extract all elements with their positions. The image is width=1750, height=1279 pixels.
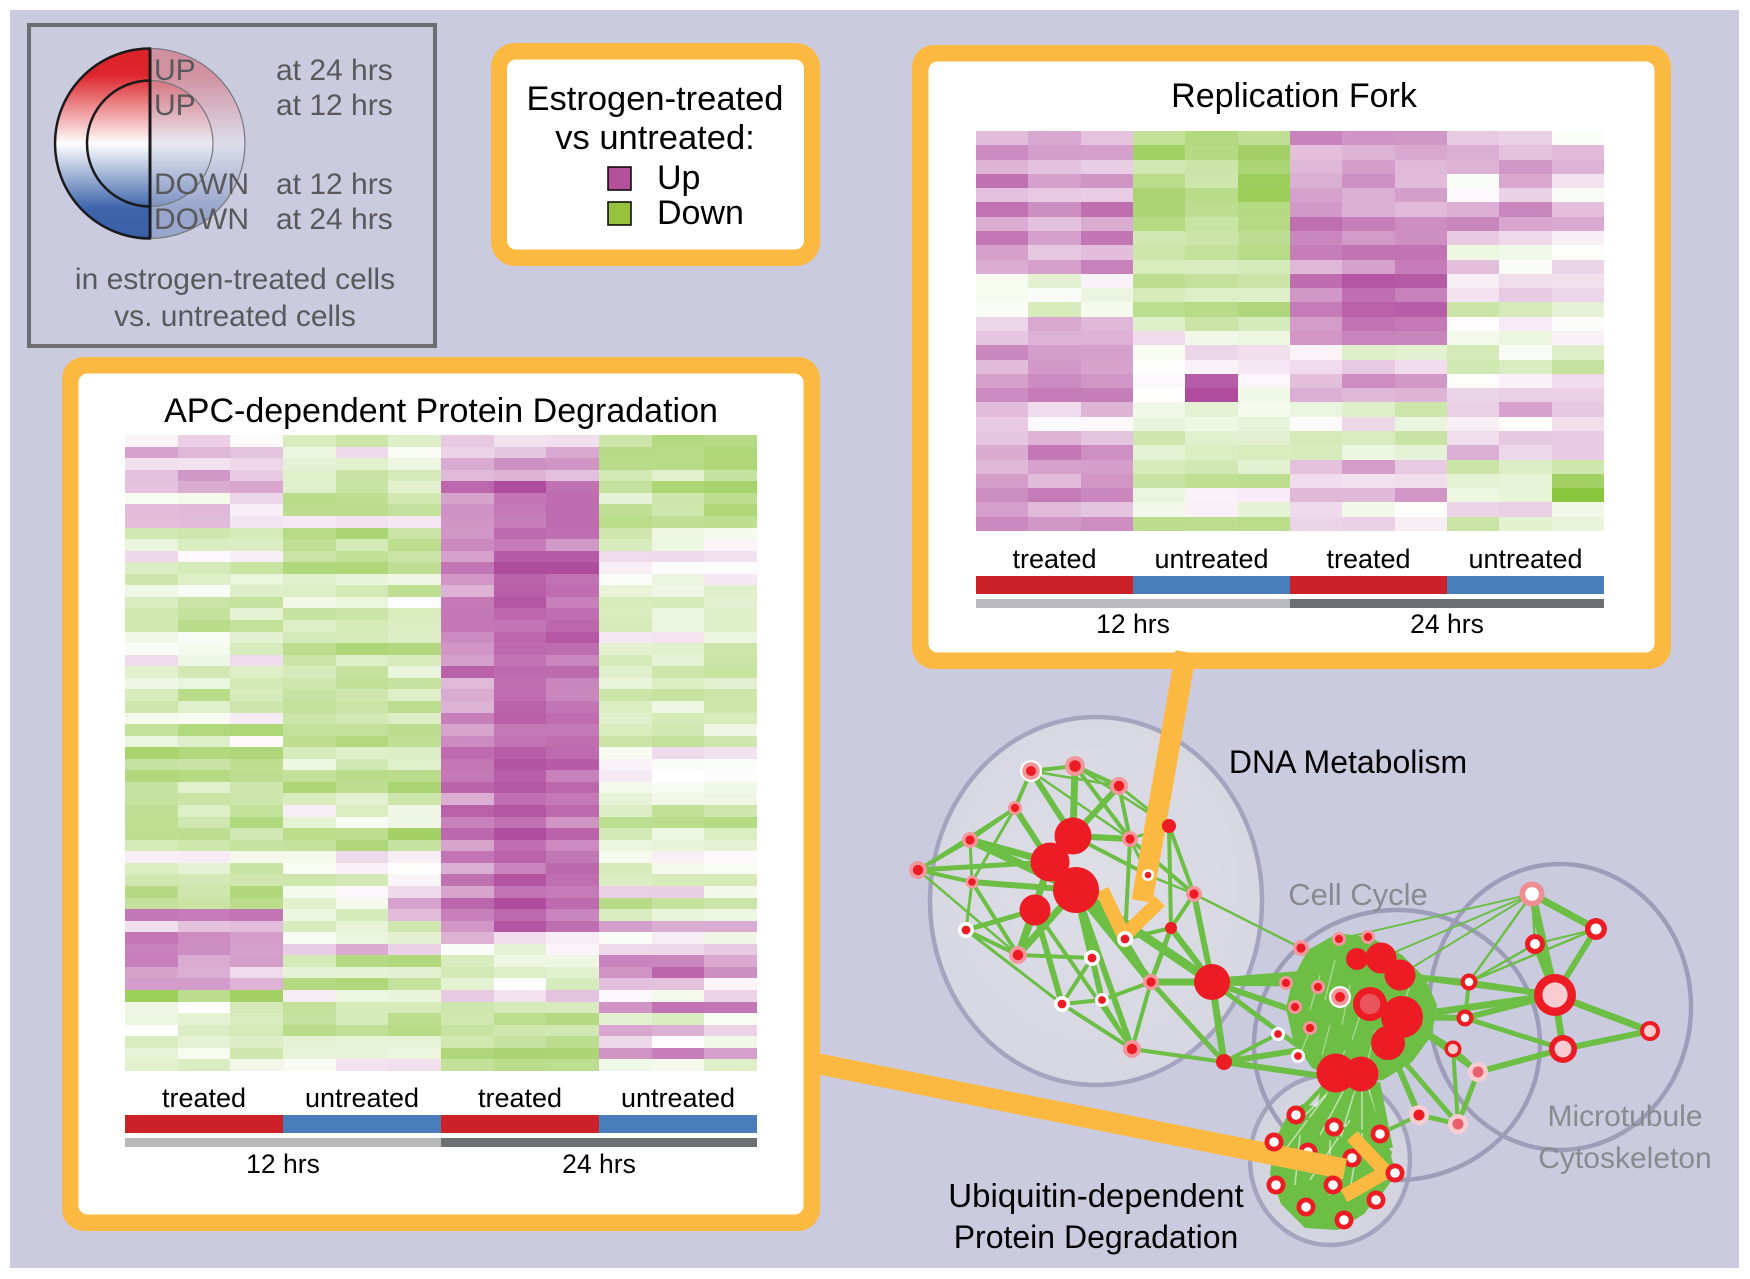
svg-text:treated: treated — [1012, 544, 1096, 574]
svg-text:untreated: untreated — [1468, 544, 1582, 574]
svg-text:UP: UP — [154, 54, 196, 87]
svg-text:Replication Fork: Replication Fork — [1171, 77, 1418, 115]
svg-text:DOWN: DOWN — [154, 203, 249, 236]
svg-text:at 12 hrs: at 12 hrs — [276, 89, 393, 122]
svg-text:Cytoskeleton: Cytoskeleton — [1538, 1142, 1711, 1175]
svg-text:at 24 hrs: at 24 hrs — [276, 54, 393, 87]
svg-text:APC-dependent Protein Degradat: APC-dependent Protein Degradation — [164, 392, 718, 430]
svg-text:untreated: untreated — [621, 1083, 735, 1113]
svg-text:12 hrs: 12 hrs — [1096, 609, 1170, 639]
svg-text:treated: treated — [1326, 544, 1410, 574]
svg-text:UP: UP — [154, 89, 196, 122]
svg-text:DNA Metabolism: DNA Metabolism — [1229, 744, 1467, 780]
svg-text:treated: treated — [478, 1083, 562, 1113]
svg-text:vs untreated:: vs untreated: — [555, 119, 754, 157]
svg-text:untreated: untreated — [305, 1083, 419, 1113]
svg-text:at 24 hrs: at 24 hrs — [276, 203, 393, 236]
svg-text:Estrogen-treated: Estrogen-treated — [527, 80, 784, 118]
svg-text:Ubiquitin-dependent: Ubiquitin-dependent — [948, 1177, 1243, 1214]
svg-text:DOWN: DOWN — [154, 168, 249, 201]
svg-text:vs. untreated cells: vs. untreated cells — [114, 300, 356, 333]
svg-text:12 hrs: 12 hrs — [246, 1149, 320, 1179]
svg-text:Protein Degradation: Protein Degradation — [954, 1219, 1239, 1255]
svg-text:untreated: untreated — [1154, 544, 1268, 574]
svg-text:24 hrs: 24 hrs — [1410, 609, 1484, 639]
svg-text:in estrogen-treated cells: in estrogen-treated cells — [75, 263, 395, 296]
svg-text:24 hrs: 24 hrs — [562, 1149, 636, 1179]
svg-text:Cell Cycle: Cell Cycle — [1288, 877, 1428, 912]
svg-text:treated: treated — [162, 1083, 246, 1113]
svg-text:at 12 hrs: at 12 hrs — [276, 168, 393, 201]
svg-text:Microtubule: Microtubule — [1547, 1100, 1702, 1133]
svg-text:Down: Down — [657, 194, 744, 232]
svg-text:Up: Up — [657, 159, 700, 197]
